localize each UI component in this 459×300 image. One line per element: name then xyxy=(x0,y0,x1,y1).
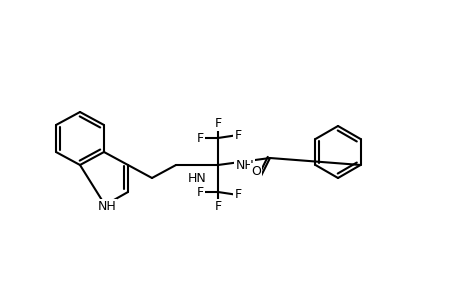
Text: F: F xyxy=(196,185,203,199)
Text: F: F xyxy=(234,188,241,202)
Text: O: O xyxy=(251,164,260,178)
Text: HN: HN xyxy=(187,172,206,185)
Text: NH: NH xyxy=(235,158,254,172)
Text: F: F xyxy=(196,131,203,145)
Text: F: F xyxy=(234,128,241,142)
Text: NH: NH xyxy=(97,200,116,214)
Text: F: F xyxy=(214,200,221,214)
Text: F: F xyxy=(214,116,221,130)
